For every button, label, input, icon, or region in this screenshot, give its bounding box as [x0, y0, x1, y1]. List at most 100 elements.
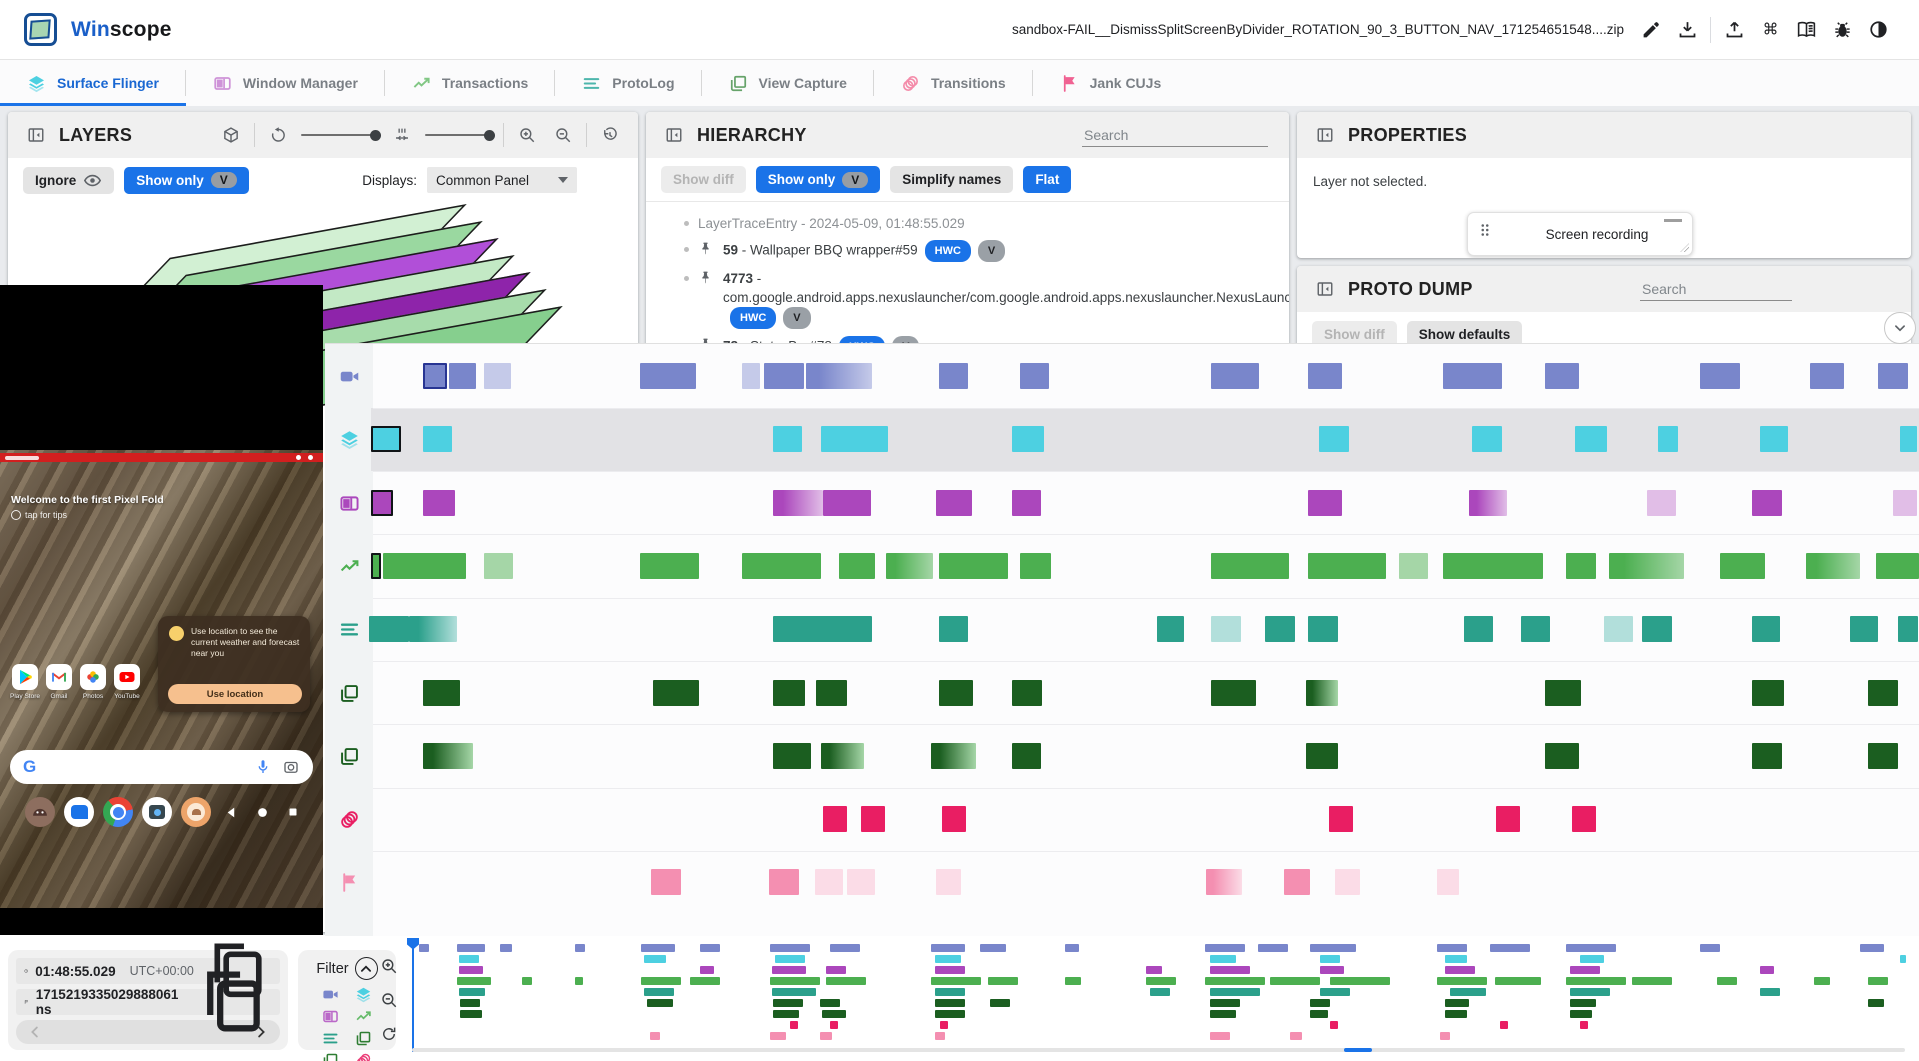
trace-block-jank-cujs[interactable]	[1206, 869, 1242, 896]
trace-block-transactions[interactable]	[1308, 552, 1386, 579]
filter-toggle-layers[interactable]	[355, 986, 372, 1003]
filter-toggle-protolog[interactable]	[322, 1030, 339, 1047]
trace-block-transitions[interactable]	[823, 806, 847, 833]
trace-block-screen-recording[interactable]	[764, 363, 804, 389]
trace-block-transactions[interactable]	[640, 552, 699, 579]
trace-block-view-capture-taskbar[interactable]	[1306, 679, 1338, 706]
trace-block-jank-cujs[interactable]	[847, 869, 875, 896]
trace-block-surface-flinger[interactable]	[1472, 426, 1502, 453]
trace-block-view-capture-taskbar[interactable]	[653, 679, 699, 706]
tab-transactions[interactable]: Transactions	[385, 60, 556, 106]
copy-ns-button[interactable]	[192, 962, 272, 1042]
filter-toggle-viewcapture[interactable]	[322, 1052, 339, 1061]
timeline-reset-zoom-icon[interactable]	[376, 1021, 402, 1047]
trace-block-transactions[interactable]	[939, 552, 1008, 579]
trace-block-window-manager[interactable]	[936, 489, 972, 516]
trace-block-protolog[interactable]	[773, 616, 872, 643]
trace-block-screen-recording[interactable]	[449, 363, 476, 389]
trace-block-window-manager[interactable]	[1893, 489, 1917, 516]
timeline-zoom-out-icon[interactable]	[376, 987, 402, 1013]
trace-block-view-capture-taskbar[interactable]	[773, 679, 805, 706]
trace-block-transitions[interactable]	[942, 806, 966, 833]
proto-dump-search-input[interactable]	[1640, 277, 1792, 301]
collapse-hierarchy-panel-icon[interactable]	[661, 122, 687, 148]
simplify-names-button[interactable]: Simplify names	[890, 166, 1014, 193]
trace-block-view-capture-launcher[interactable]	[1545, 742, 1579, 769]
trace-block-transactions[interactable]	[1806, 552, 1860, 579]
tab-protolog[interactable]: ProtoLog	[555, 60, 702, 106]
trace-block-view-capture-taskbar[interactable]	[1012, 679, 1042, 706]
minimize-button[interactable]	[1664, 219, 1682, 222]
trace-block-window-manager[interactable]	[1752, 489, 1782, 516]
trace-block-protolog[interactable]	[1211, 616, 1241, 643]
trace-block-protolog[interactable]	[1308, 616, 1338, 643]
trace-block-protolog[interactable]	[1752, 616, 1780, 643]
trace-block-view-capture-launcher[interactable]	[1012, 742, 1041, 769]
trace-block-screen-recording[interactable]	[640, 363, 696, 389]
hierarchy-search-input[interactable]	[1082, 123, 1268, 147]
trace-block-view-capture-taskbar[interactable]	[423, 679, 460, 706]
zoom-in-icon[interactable]	[514, 122, 540, 148]
trace-block-jank-cujs[interactable]	[1284, 869, 1310, 896]
zoom-out-icon[interactable]	[550, 122, 576, 148]
download-trace-button[interactable]	[1670, 13, 1704, 47]
trace-block-surface-flinger[interactable]	[773, 426, 802, 453]
trace-block-view-capture-taskbar[interactable]	[1211, 679, 1256, 706]
tab-window-manager[interactable]: Window Manager	[186, 60, 385, 106]
trace-block-transactions[interactable]	[1609, 552, 1684, 579]
collapse-filter-button[interactable]	[354, 957, 378, 980]
flat-button[interactable]: Flat	[1023, 166, 1072, 193]
collapse-proto-dump-panel-icon[interactable]	[1312, 276, 1338, 302]
trace-block-screen-recording[interactable]	[1443, 363, 1502, 389]
trace-block-protolog[interactable]	[939, 616, 968, 643]
trace-block-view-capture-launcher[interactable]	[1306, 742, 1338, 769]
3d-view-cube-icon[interactable]	[218, 122, 244, 148]
hierarchy-show-only-v-button[interactable]: Show only V	[755, 166, 881, 193]
trace-block-screen-recording[interactable]	[423, 363, 447, 389]
keyboard-shortcuts-button[interactable]: ⌘	[1753, 13, 1787, 47]
trace-block-window-manager[interactable]	[1647, 489, 1676, 516]
tab-transitions[interactable]: Transitions	[874, 60, 1033, 106]
trace-block-screen-recording[interactable]	[1878, 363, 1908, 389]
hierarchy-tree-item[interactable]: 4773 - com.google.android.apps.nexuslaun…	[684, 269, 1289, 329]
human-time-field[interactable]: 01:48:55.029 UTC+00:00	[16, 943, 280, 998]
trace-block-surface-flinger[interactable]	[1900, 426, 1917, 453]
trace-block-transactions[interactable]	[1876, 552, 1919, 579]
trace-block-surface-flinger[interactable]	[1760, 426, 1788, 453]
hierarchy-tree-item[interactable]: 59 - Wallpaper BBQ wrapper#59 HWC V	[684, 240, 1275, 262]
collapse-timeline-button[interactable]	[1884, 312, 1916, 344]
trace-block-protolog[interactable]	[1464, 616, 1493, 643]
trace-block-transitions[interactable]	[1329, 806, 1353, 833]
trace-block-protolog[interactable]	[1642, 616, 1672, 643]
trace-block-protolog[interactable]	[1898, 616, 1918, 643]
trace-block-surface-flinger[interactable]	[821, 426, 888, 453]
trace-block-view-capture-taskbar[interactable]	[1752, 679, 1784, 706]
trace-block-protolog[interactable]	[1604, 616, 1633, 643]
trace-block-window-manager[interactable]	[1308, 489, 1342, 516]
hierarchy-tree-item[interactable]: LayerTraceEntry - 2024-05-09, 01:48:55.0…	[684, 214, 1275, 233]
trace-block-view-capture-taskbar[interactable]	[1868, 679, 1898, 706]
trace-block-transactions[interactable]	[886, 552, 933, 579]
screen-recording-floating-window[interactable]: Screen recording	[1467, 212, 1693, 256]
collapse-properties-panel-icon[interactable]	[1312, 122, 1338, 148]
trace-block-view-capture-taskbar[interactable]	[816, 679, 847, 706]
trace-block-screen-recording[interactable]	[484, 363, 511, 389]
next-entry-button[interactable]	[252, 1023, 270, 1041]
filter-toggle-videocam[interactable]	[322, 986, 339, 1003]
trace-block-transactions[interactable]	[371, 552, 381, 579]
trace-block-screen-recording[interactable]	[939, 363, 968, 389]
displays-select[interactable]: Common Panel	[427, 167, 577, 193]
trace-block-transitions[interactable]	[1496, 806, 1520, 833]
trace-block-transactions[interactable]	[742, 552, 821, 579]
timeline-zoom-in-icon[interactable]	[376, 953, 402, 979]
trace-block-transactions[interactable]	[1566, 552, 1596, 579]
documentation-button[interactable]	[1789, 13, 1823, 47]
trace-block-screen-recording[interactable]	[1545, 363, 1579, 389]
timeline-cursor-marker[interactable]	[406, 937, 420, 951]
trace-block-transactions[interactable]	[839, 552, 875, 579]
trace-block-screen-recording[interactable]	[1700, 363, 1740, 389]
dark-mode-toggle[interactable]	[1861, 13, 1895, 47]
spacing-slider[interactable]	[425, 129, 495, 141]
trace-block-window-manager[interactable]	[423, 489, 455, 516]
pin-icon[interactable]	[698, 270, 714, 286]
